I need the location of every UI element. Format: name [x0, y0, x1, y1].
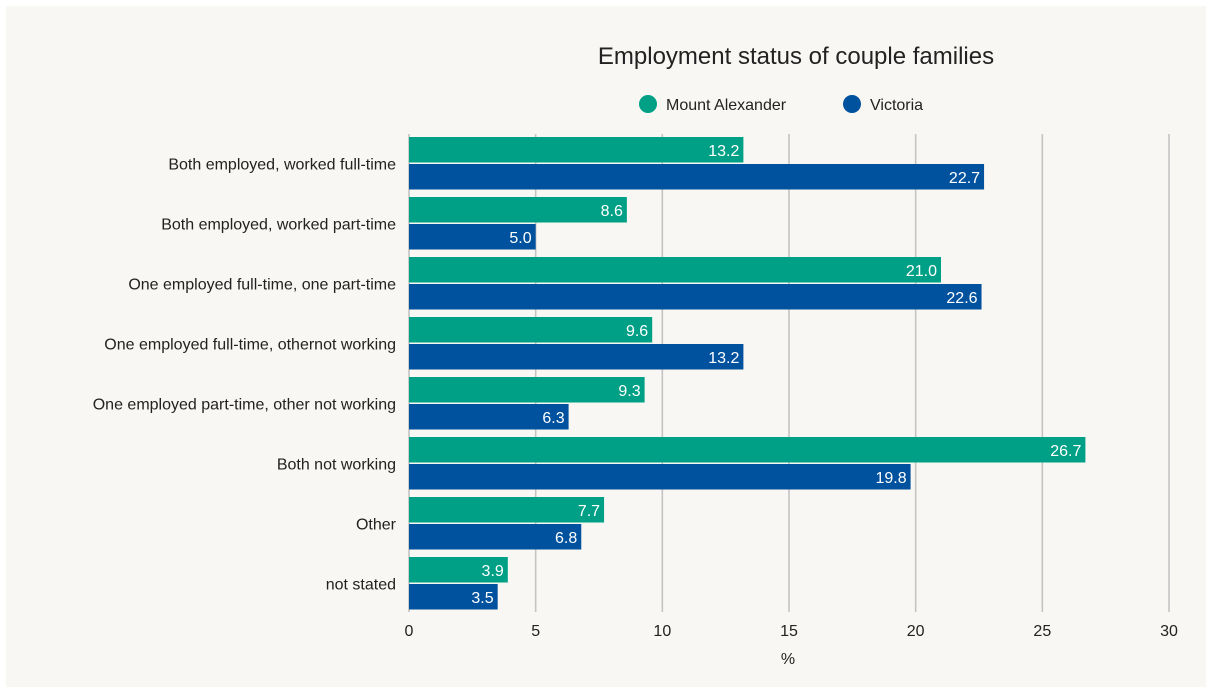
data-label-victoria-one-employed-full-time-othernot-working: 13.2	[708, 350, 739, 367]
x-axis-title: %	[781, 651, 795, 668]
bars: 13.2 22.7 8.6 5.0 21.0 22.6 9.6 13.2 9.3 6.3 26.7 1…	[409, 137, 1086, 610]
bar-victoria-both-employed-worked-part-time	[409, 224, 536, 250]
bar-victoria-one-employed-full-time-one-part-time	[409, 284, 982, 310]
x-tick-label-20: 20	[907, 623, 925, 640]
chart-container: Employment status of couple families Mou…	[6, 6, 1206, 687]
category-label-both-employed-worked-full-time: Both employed, worked full-time	[168, 156, 396, 173]
data-label-victoria-both-employed-worked-full-time: 22.7	[949, 170, 980, 187]
x-tick-label-15: 15	[780, 623, 798, 640]
category-label-one-employed-part-time-other-not-working: One employed part-time, other not workin…	[93, 396, 396, 413]
bar-mount-alexander-not-stated	[409, 557, 508, 583]
bar-victoria-both-employed-worked-full-time	[409, 164, 985, 190]
data-label-victoria-both-not-working: 19.8	[875, 470, 906, 487]
category-label-other: Other	[356, 516, 397, 533]
legend: Mount Alexander Victoria	[639, 95, 923, 114]
bar-mount-alexander-one-employed-full-time-othernot-working	[409, 317, 653, 343]
bar-mount-alexander-both-employed-worked-part-time	[409, 197, 627, 223]
bar-victoria-not-stated	[409, 584, 498, 610]
legend-label-mount-alexander: Mount Alexander	[666, 97, 787, 114]
bar-mount-alexander-both-employed-worked-full-time	[409, 137, 744, 163]
bar-mount-alexander-one-employed-full-time-one-part-time	[409, 257, 941, 283]
bar-victoria-one-employed-part-time-other-not-working	[409, 404, 569, 430]
x-tick-label-25: 25	[1033, 623, 1051, 640]
legend-label-victoria: Victoria	[870, 97, 923, 114]
legend-swatch-victoria	[843, 95, 861, 113]
data-label-mount-alexander-both-not-working: 26.7	[1050, 443, 1081, 460]
data-label-mount-alexander-both-employed-worked-full-time: 13.2	[708, 143, 739, 160]
data-label-mount-alexander-both-employed-worked-part-time: 8.6	[601, 203, 623, 220]
category-label-one-employed-full-time-one-part-time: One employed full-time, one part-time	[128, 276, 396, 293]
data-label-mount-alexander-not-stated: 3.9	[482, 563, 504, 580]
data-label-mount-alexander-one-employed-part-time-other-not-working: 9.3	[618, 383, 640, 400]
bar-mount-alexander-both-not-working	[409, 437, 1086, 463]
x-axis-ticks: 0 5 10 15 20 25 30	[405, 623, 1178, 640]
data-label-mount-alexander-other: 7.7	[578, 503, 600, 520]
category-labels: Both employed, worked full-time Both empl…	[93, 156, 397, 593]
data-label-victoria-other: 6.8	[555, 530, 577, 547]
data-label-victoria-not-stated: 3.5	[471, 590, 493, 607]
data-label-mount-alexander-one-employed-full-time-othernot-working: 9.6	[626, 323, 648, 340]
x-tick-label-5: 5	[531, 623, 540, 640]
bar-chart: Employment status of couple families Mou…	[93, 43, 1178, 668]
x-tick-label-30: 30	[1160, 623, 1178, 640]
category-label-one-employed-full-time-othernot-working: One employed full-time, othernot working	[104, 336, 396, 353]
data-label-victoria-both-employed-worked-part-time: 5.0	[509, 230, 531, 247]
bar-victoria-one-employed-full-time-othernot-working	[409, 344, 744, 370]
bar-victoria-both-not-working	[409, 464, 911, 490]
data-label-mount-alexander-one-employed-full-time-one-part-time: 21.0	[906, 263, 937, 280]
chart-title: Employment status of couple families	[598, 43, 994, 70]
category-label-both-employed-worked-part-time: Both employed, worked part-time	[161, 216, 396, 233]
x-tick-label-10: 10	[653, 623, 671, 640]
x-tick-label-0: 0	[405, 623, 414, 640]
data-label-victoria-one-employed-full-time-one-part-time: 22.6	[946, 290, 977, 307]
bar-victoria-other	[409, 524, 582, 550]
bar-mount-alexander-other	[409, 497, 605, 523]
legend-swatch-mount-alexander	[639, 95, 657, 113]
category-label-both-not-working: Both not working	[277, 456, 396, 473]
data-label-victoria-one-employed-part-time-other-not-working: 6.3	[542, 410, 564, 427]
bar-mount-alexander-one-employed-part-time-other-not-working	[409, 377, 645, 403]
category-label-not-stated: not stated	[326, 576, 396, 593]
